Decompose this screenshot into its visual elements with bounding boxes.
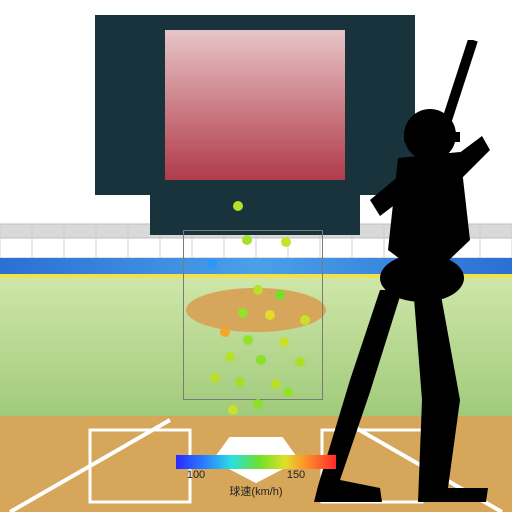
pitch-dot — [210, 373, 220, 383]
pitch-dot — [271, 379, 281, 389]
pitch-dot — [253, 399, 263, 409]
pitch-dot — [228, 405, 238, 415]
pitch-dot — [295, 357, 305, 367]
pitch-location-chart: 100 150 球速(km/h) — [0, 0, 512, 512]
pitch-dot — [235, 377, 245, 387]
pitch-dot — [220, 327, 230, 337]
pitch-dot — [275, 290, 285, 300]
pitch-dot — [265, 310, 275, 320]
pitch-dot — [242, 235, 252, 245]
pitch-dot — [281, 237, 291, 247]
pitch-dot — [233, 201, 243, 211]
pitch-dot — [243, 335, 253, 345]
batter-silhouette — [310, 40, 512, 510]
pitch-dot — [225, 352, 235, 362]
colorbar-gradient — [176, 455, 336, 469]
colorbar-tick: 150 — [287, 469, 305, 481]
pitch-dot — [238, 308, 248, 318]
pitch-dot — [253, 285, 263, 295]
pitch-dot — [256, 355, 266, 365]
velocity-colorbar: 100150 球速(km/h) — [176, 455, 336, 474]
pitch-dot — [279, 337, 289, 347]
colorbar-tick: 100 — [187, 469, 205, 481]
colorbar-label: 球速(km/h) — [176, 483, 336, 499]
pitch-dot — [207, 259, 217, 269]
pitch-dot — [300, 315, 310, 325]
pitch-dot — [283, 387, 293, 397]
